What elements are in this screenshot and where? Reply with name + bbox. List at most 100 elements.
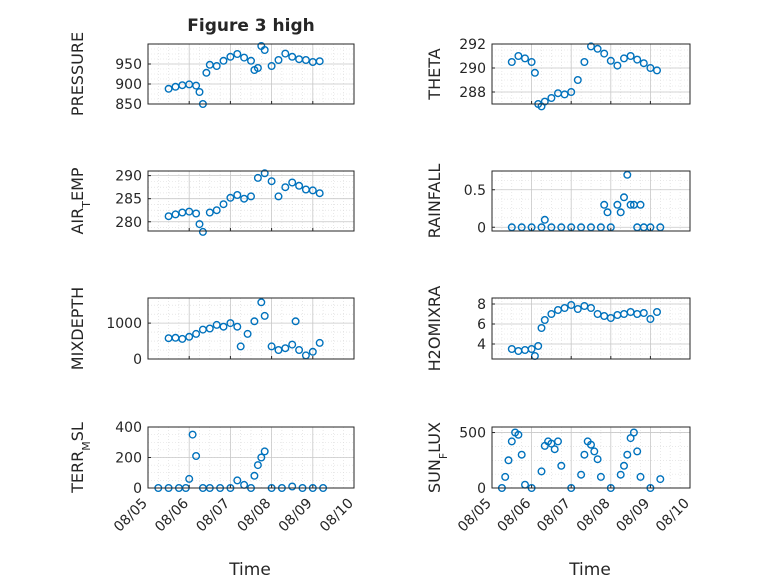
data-point [212, 206, 221, 215]
figure-title: Figure 3 high [187, 16, 315, 36]
data-point [639, 309, 648, 318]
data-point [202, 68, 211, 77]
x-tick-label: 08/08 [235, 496, 275, 536]
x-tick-label: 08/08 [574, 496, 614, 536]
data-point [537, 324, 546, 333]
data-point [195, 220, 204, 229]
subplot-theta: 288 290 292 THETA [425, 37, 691, 111]
data-point [212, 62, 221, 71]
y-axis-label: TERRMSL [68, 422, 93, 494]
data-point [288, 52, 297, 61]
data-point [606, 314, 615, 323]
y-axis-label: AIRTEMP [68, 167, 93, 234]
x-tick-label: 08/09 [613, 496, 653, 536]
data-point [281, 49, 290, 58]
y-tick-label: 6 [477, 317, 486, 333]
data-point [527, 345, 536, 354]
data-point [504, 456, 513, 465]
data-point [616, 470, 625, 479]
subplot-terr_msl: 0 200 400 08/05 08/06 08/07 08/08 08/09 08/10 TER… [68, 420, 357, 580]
data-point [550, 445, 559, 454]
data-point [646, 63, 655, 72]
data-point [198, 227, 207, 236]
data-point [530, 68, 539, 77]
data-point [587, 304, 596, 313]
data-point [547, 93, 556, 102]
y-tick-label: 292 [459, 37, 486, 53]
data-point [267, 177, 276, 186]
data-point [593, 44, 602, 53]
data-point [260, 311, 269, 320]
y-axis-label: SUNFLUX [425, 422, 450, 493]
data-point [517, 450, 526, 459]
data-point [501, 472, 510, 481]
y-tick-label: 8 [477, 297, 486, 313]
data-point [547, 310, 556, 319]
data-point [613, 200, 622, 209]
data-point [580, 58, 589, 67]
data-point [315, 338, 324, 347]
y-tick-label: 285 [115, 192, 142, 208]
data-point [192, 81, 201, 90]
data-point [192, 209, 201, 218]
x-tick-label: 08/09 [276, 496, 316, 536]
data-point [540, 97, 549, 106]
data-point [620, 54, 629, 63]
data-point [195, 87, 204, 96]
data-point [233, 50, 242, 59]
axes-box [147, 297, 355, 360]
data-point [600, 200, 609, 209]
data-point [233, 190, 242, 199]
x-tick-label: 08/07 [193, 496, 233, 536]
data-point [250, 317, 259, 326]
data-point [274, 56, 283, 65]
data-point [219, 322, 228, 331]
data-point [219, 200, 228, 209]
data-point [633, 55, 642, 64]
data-point [507, 58, 516, 67]
data-point [185, 207, 194, 216]
data-point [633, 447, 642, 456]
y-tick-label: 200 [115, 451, 142, 467]
data-point [590, 447, 599, 456]
data-point [185, 332, 194, 341]
data-point [253, 173, 262, 182]
data-point [226, 319, 235, 328]
data-point [288, 482, 297, 491]
data-point [246, 192, 255, 201]
data-point [192, 452, 201, 461]
data-point [240, 53, 249, 62]
data-point [626, 52, 635, 61]
x-tick-label: 08/06 [495, 495, 535, 535]
data-point [288, 178, 297, 187]
y-tick-label: 1000 [106, 316, 142, 332]
subplots-layer: 850 900 950 PRESSURE 288 290 292 THETA 280 285 290… [68, 32, 693, 580]
data-point [514, 430, 523, 439]
data-point [629, 428, 638, 437]
data-point [620, 193, 629, 202]
y-axis-label: MIXDEPTH [68, 287, 87, 370]
data-point [567, 87, 576, 96]
data-point [521, 54, 530, 63]
data-point [507, 437, 516, 446]
axes-box [491, 297, 691, 360]
x-axis-label: Time [568, 560, 611, 580]
data-point [308, 186, 317, 195]
subplot-sun_flux: 0 500 08/05 08/06 08/07 08/08 08/09 08/10 SUNFLU… [425, 422, 693, 580]
x-tick-label: 08/05 [111, 496, 151, 536]
data-point [636, 200, 645, 209]
y-tick-label: 0.5 [464, 183, 486, 199]
data-point [600, 49, 609, 58]
data-point [580, 450, 589, 459]
data-point [257, 453, 266, 462]
y-axis-label: PRESSURE [68, 32, 87, 116]
y-tick-label: 290 [115, 169, 142, 185]
y-tick-label: 0 [133, 352, 142, 368]
data-point [185, 474, 194, 483]
data-point [540, 316, 549, 325]
data-point [514, 52, 523, 61]
data-point [626, 434, 635, 443]
data-point [315, 189, 324, 198]
x-axis-label: Time [228, 560, 271, 580]
